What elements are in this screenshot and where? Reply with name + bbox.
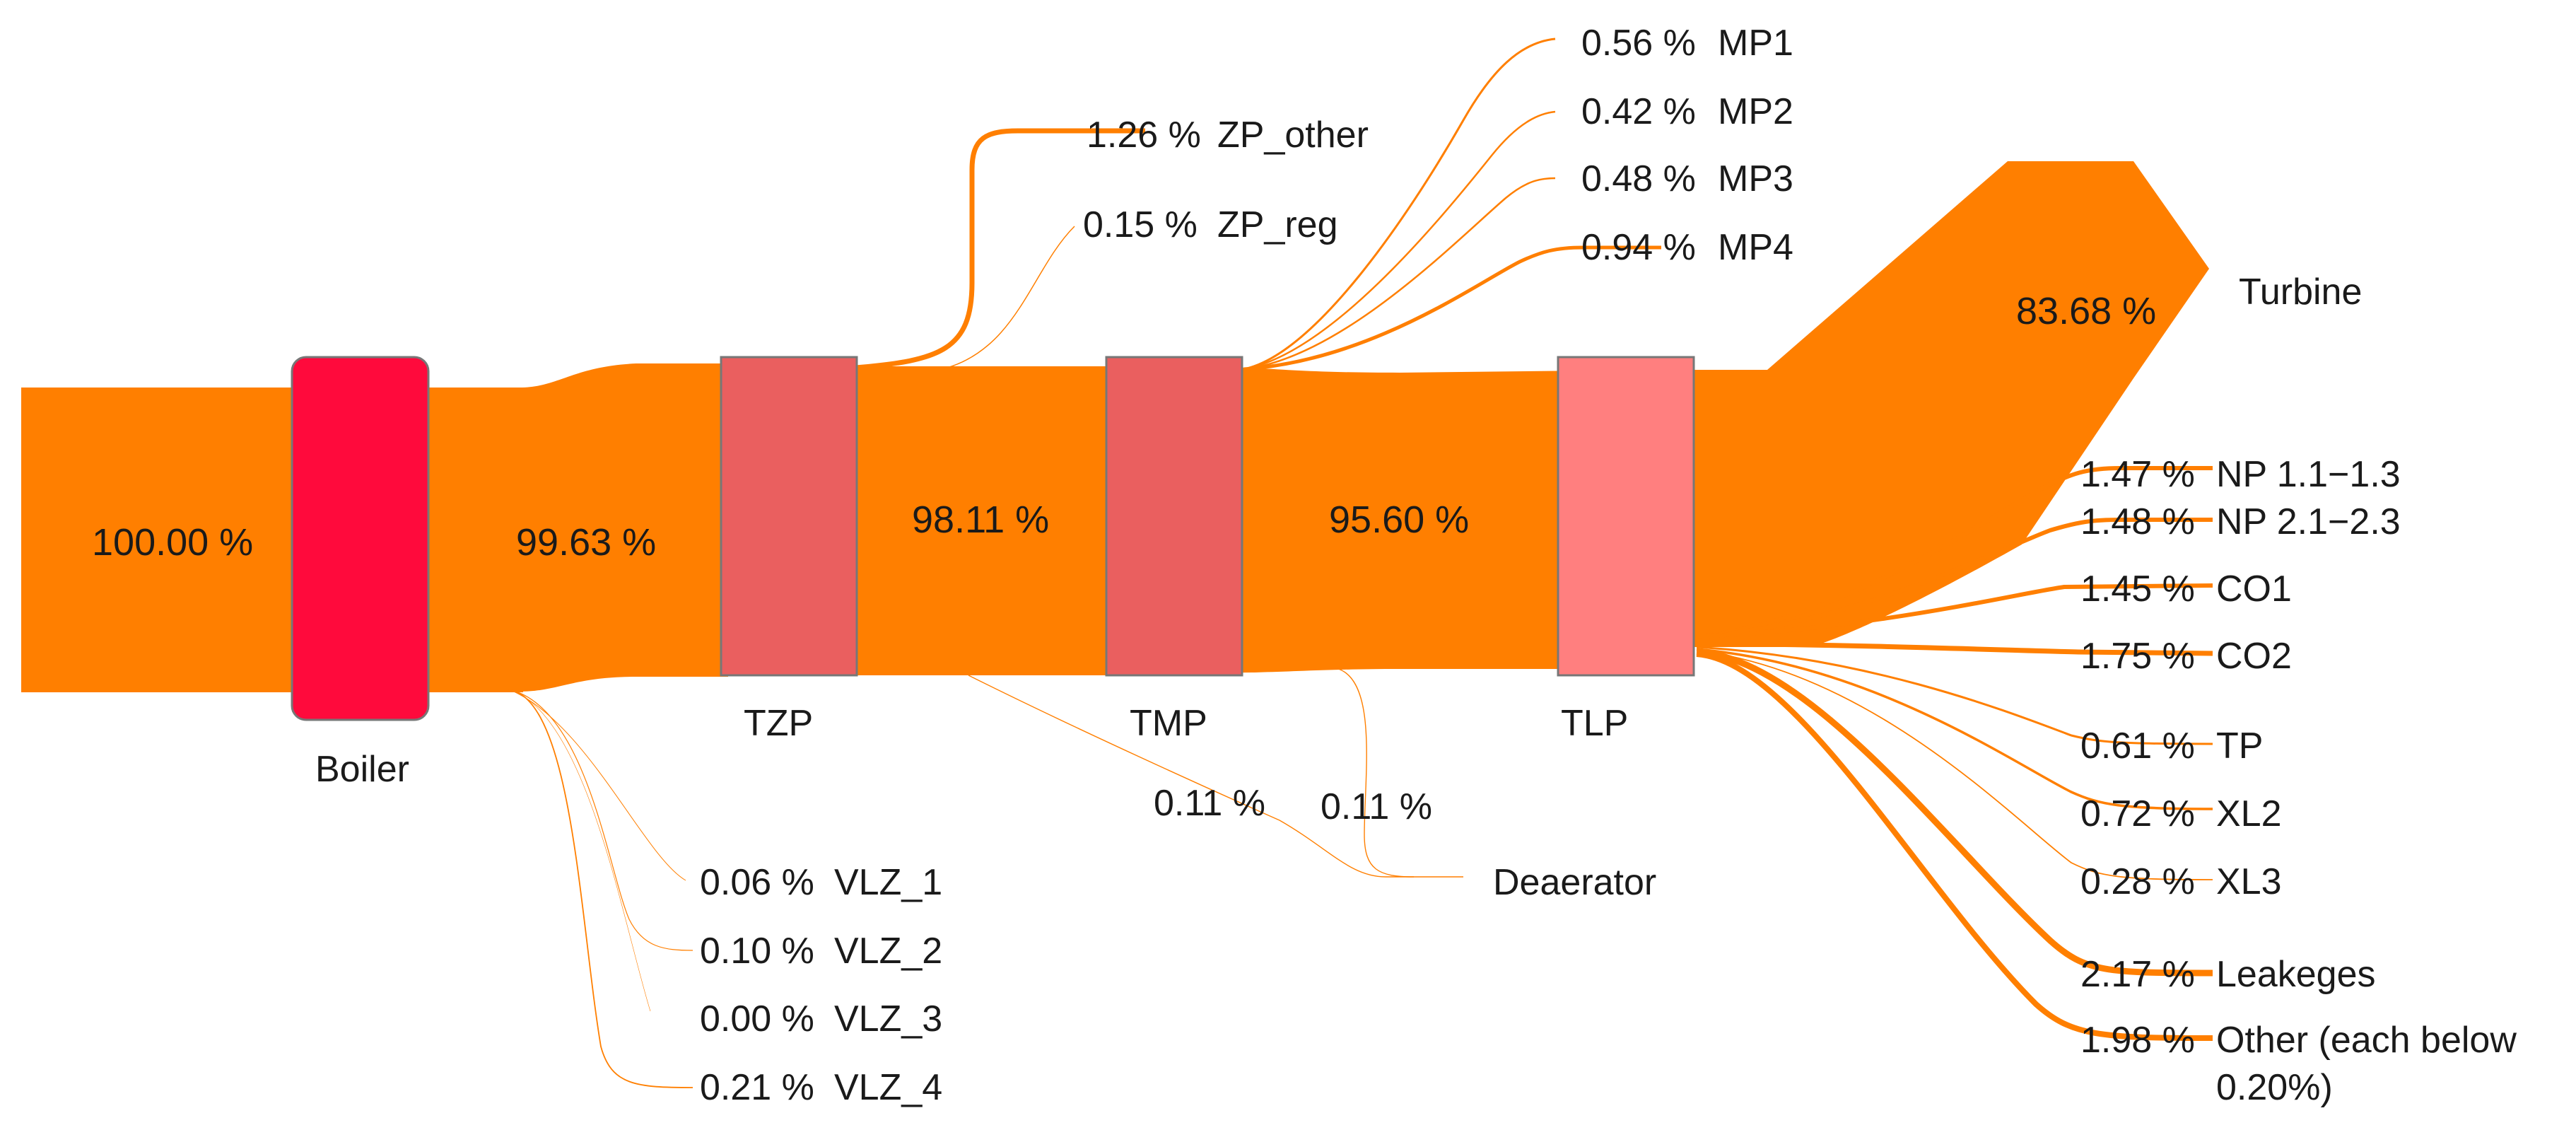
flow-deaerator-1 — [968, 675, 1463, 878]
flow-np1 — [1696, 466, 2213, 639]
tmp-node — [1105, 356, 1243, 677]
leakeges-name: Leakeges — [2216, 954, 2376, 995]
other-name-line2: 0.20%) — [2216, 1067, 2333, 1108]
after-tmp-pct: 95.60 % — [1329, 499, 1469, 541]
mp1-name: MP1 — [1718, 23, 1793, 64]
after-tzp-pct: 98.11 % — [912, 499, 1049, 541]
flow-vlz4 — [508, 689, 693, 1088]
co1-name: CO1 — [2216, 569, 2292, 610]
flow-input — [21, 388, 304, 692]
xl3-name: XL3 — [2216, 861, 2282, 902]
vlz3-name: VLZ_3 — [834, 998, 942, 1039]
tmp-label: TMP — [1130, 703, 1207, 744]
tp-name: TP — [2216, 726, 2263, 767]
tp-pct: 0.61 % — [2080, 726, 2195, 767]
flow-boiler-tzp — [424, 363, 728, 692]
mp2-pct: 0.42 % — [1581, 91, 1696, 132]
flow-mp3 — [1243, 177, 1556, 371]
other-pct: 1.98 % — [2080, 1020, 2195, 1061]
vlz4-name: VLZ_4 — [834, 1067, 942, 1108]
flow-mp1 — [1243, 37, 1556, 371]
np1-name: NP 1.1−1.3 — [2216, 454, 2401, 495]
turbine-label: Turbine — [2239, 272, 2362, 313]
co2-pct: 1.75 % — [2080, 636, 2195, 677]
input-pct: 100.00 % — [92, 521, 253, 564]
flow-tp — [1696, 646, 2213, 745]
vlz2-pct: 0.10 % — [700, 931, 814, 972]
vlz1-pct: 0.06 % — [700, 862, 814, 903]
after-boiler-pct: 99.63 % — [516, 521, 656, 564]
turbine-pct: 83.68 % — [2016, 290, 2156, 332]
zp-other-name: ZP_other — [1217, 115, 1369, 156]
vlz4-pct: 0.21 % — [700, 1067, 814, 1108]
vlz1-name: VLZ_1 — [834, 862, 942, 903]
flow-vlz1 — [508, 689, 686, 881]
flow-vlz2 — [508, 689, 693, 951]
main-flow-labels: 100.00 % 99.63 % 98.11 % 95.60 % 83.68 % — [92, 290, 2156, 564]
boiler-node — [291, 356, 430, 721]
deaerator-pct-1: 0.11 % — [1154, 783, 1265, 824]
flow-co2 — [1696, 641, 2213, 656]
mp1-pct: 0.56 % — [1581, 23, 1696, 64]
vlz3-pct: 0.00 % — [700, 998, 814, 1039]
flow-turbine — [1583, 161, 2209, 647]
deaerator-pct-labels: 0.11 % 0.11 % — [1154, 783, 1432, 827]
tlp-node — [1557, 356, 1695, 677]
xl2-pct: 0.72 % — [2080, 793, 2195, 834]
xl3-pct: 0.28 % — [2080, 861, 2195, 902]
co2-name: CO2 — [2216, 636, 2292, 677]
flow-np2 — [1696, 518, 2213, 639]
np1-pct: 1.47 % — [2080, 454, 2195, 495]
tlp-label: TLP — [1561, 703, 1628, 744]
flow-deaerator-2 — [1335, 668, 1415, 878]
nodes — [291, 356, 1695, 721]
flow-leakeges — [1696, 648, 2213, 977]
np2-pct: 1.48 % — [2080, 501, 2195, 542]
flow-mp4 — [1243, 245, 1661, 371]
deaerator-pct-2: 0.11 % — [1321, 786, 1432, 827]
boiler-label: Boiler — [315, 749, 409, 790]
flow-vlz3 — [508, 689, 651, 1012]
zp-other-pct: 1.26 % — [1087, 115, 1201, 156]
other-name: Other (each below — [2216, 1020, 2517, 1061]
xl2-name: XL2 — [2216, 793, 2282, 834]
flow-zp-reg — [947, 226, 1075, 368]
mp3-name: MP3 — [1718, 158, 1793, 199]
tzp-label: TZP — [744, 703, 813, 744]
mp3-pct: 0.48 % — [1581, 158, 1696, 199]
branch-labels: 1.26 % ZP_other 0.15 % ZP_reg 0.56 % MP1… — [700, 23, 2517, 1108]
co1-pct: 1.45 % — [2080, 569, 2195, 610]
leakeges-pct: 2.17 % — [2080, 954, 2195, 995]
flow-xl2 — [1696, 648, 2213, 810]
np2-name: NP 2.1−2.3 — [2216, 501, 2401, 542]
flow-zp-other — [855, 128, 1145, 371]
flow-mp2 — [1243, 110, 1556, 371]
mp2-name: MP2 — [1718, 91, 1793, 132]
zp-reg-name: ZP_reg — [1217, 204, 1338, 245]
branch-flows — [508, 37, 2213, 1088]
deaerator-label: Deaerator — [1493, 862, 1656, 903]
flow-co1 — [1696, 583, 2213, 639]
tzp-node — [720, 356, 858, 677]
mp4-name: MP4 — [1718, 227, 1793, 268]
vlz2-name: VLZ_2 — [834, 931, 942, 972]
node-labels: Boiler TZP TMP TLP Turbine Deaerator — [315, 272, 2362, 903]
flow-xl3 — [1696, 650, 2213, 880]
zp-reg-pct: 0.15 % — [1083, 204, 1198, 245]
mp4-pct: 0.94 % — [1581, 227, 1696, 268]
flow-other — [1696, 651, 2213, 1041]
